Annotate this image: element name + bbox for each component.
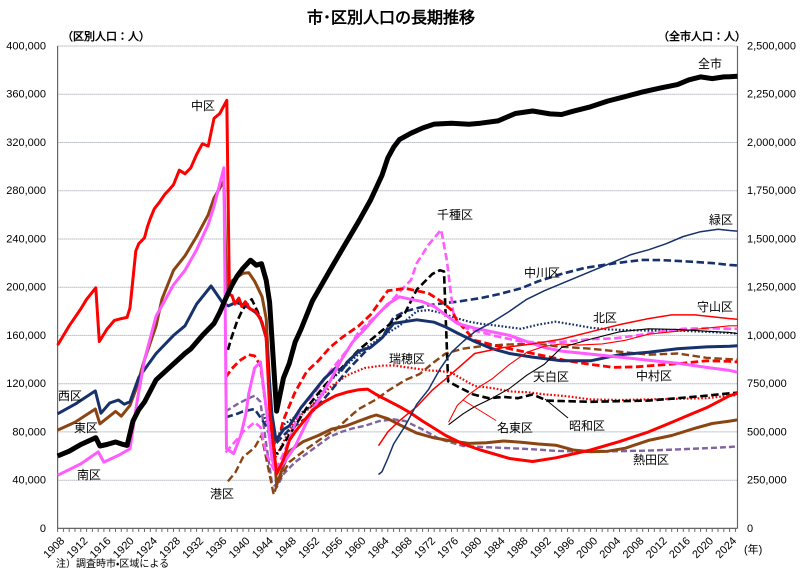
svg-text:北区: 北区 — [593, 311, 617, 325]
svg-text:400,000: 400,000 — [6, 41, 46, 53]
svg-text:注）調査時市・区域による: 注）調査時市・区域による — [56, 557, 169, 570]
svg-text:160,000: 160,000 — [6, 330, 46, 342]
svg-text:名東区: 名東区 — [497, 420, 533, 435]
svg-text:360,000: 360,000 — [6, 89, 46, 101]
svg-text:西区: 西区 — [58, 389, 82, 403]
svg-text:（区別人口：人）: （区別人口：人） — [62, 29, 150, 43]
svg-text:2,500,000: 2,500,000 — [747, 41, 796, 53]
svg-text:千種区: 千種区 — [437, 208, 473, 222]
svg-text:(年): (年) — [744, 542, 762, 556]
svg-text:2,250,000: 2,250,000 — [747, 89, 796, 101]
svg-text:瑞穂区: 瑞穂区 — [389, 352, 425, 366]
svg-text:（全市人口：人）: （全市人口：人） — [658, 29, 746, 43]
svg-text:280,000: 280,000 — [6, 185, 46, 197]
svg-text:熱田区: 熱田区 — [633, 453, 669, 467]
svg-text:市･区別人口の長期推移: 市･区別人口の長期推移 — [307, 8, 475, 27]
svg-text:1,750,000: 1,750,000 — [747, 185, 796, 197]
svg-text:昭和区: 昭和区 — [569, 419, 605, 433]
svg-text:240,000: 240,000 — [6, 233, 46, 245]
svg-text:守山区: 守山区 — [697, 300, 733, 314]
svg-text:東区: 東区 — [74, 421, 98, 435]
svg-text:中川区: 中川区 — [524, 265, 560, 280]
svg-text:1,500,000: 1,500,000 — [747, 233, 796, 245]
svg-text:500,000: 500,000 — [747, 426, 787, 438]
svg-text:320,000: 320,000 — [6, 137, 46, 149]
svg-text:1,000,000: 1,000,000 — [747, 330, 796, 342]
svg-text:全市: 全市 — [698, 57, 722, 71]
svg-text:中区: 中区 — [191, 98, 215, 113]
svg-text:天白区: 天白区 — [533, 369, 569, 384]
svg-text:250,000: 250,000 — [747, 475, 787, 487]
svg-text:中村区: 中村区 — [636, 368, 672, 383]
svg-text:0: 0 — [40, 523, 46, 535]
svg-text:2,000,000: 2,000,000 — [747, 137, 796, 149]
svg-text:0: 0 — [747, 523, 753, 535]
svg-text:200,000: 200,000 — [6, 282, 46, 294]
svg-text:緑区: 緑区 — [709, 213, 733, 227]
svg-text:港区: 港区 — [210, 487, 234, 501]
svg-text:40,000: 40,000 — [12, 475, 46, 487]
svg-text:南区: 南区 — [77, 467, 101, 482]
svg-text:120,000: 120,000 — [6, 378, 46, 390]
svg-text:1,250,000: 1,250,000 — [747, 282, 796, 294]
svg-text:80,000: 80,000 — [12, 426, 46, 438]
svg-text:750,000: 750,000 — [747, 378, 787, 390]
